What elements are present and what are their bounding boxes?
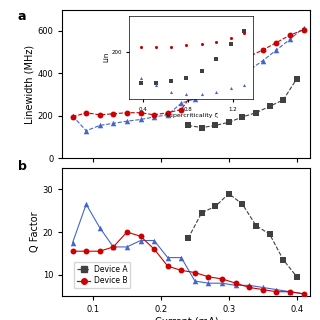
Point [186,123,191,128]
Point [192,88,197,93]
Point [294,274,300,279]
Point [253,223,259,228]
Point [111,121,116,126]
Point [206,274,211,279]
Point [111,244,116,250]
Point [260,285,265,290]
Point [138,238,143,243]
Point [281,257,286,262]
Point [220,71,225,76]
Point [124,244,130,250]
Point [84,110,89,115]
Point [287,33,292,38]
Point [301,25,306,30]
Point [179,107,184,112]
Point [220,281,225,286]
Point [179,100,184,106]
Point [213,204,218,209]
Y-axis label: Linewidth (MHz): Linewidth (MHz) [25,44,35,124]
Point [206,281,211,286]
Y-axis label: Q Factor: Q Factor [30,212,40,252]
Point [124,229,130,235]
Point [192,96,197,101]
Point [260,47,265,52]
Point [70,113,75,118]
Point [287,289,292,294]
Legend: Device A, Device B: Device A, Device B [74,262,130,288]
Point [267,104,272,109]
Point [70,240,75,245]
Point [240,114,245,119]
Point [111,244,116,250]
Point [138,117,143,122]
Point [111,111,116,116]
Text: a: a [18,10,26,23]
Point [152,114,157,119]
Point [260,287,265,292]
Point [152,246,157,252]
Point [226,120,231,125]
Point [233,62,238,68]
Point [138,110,143,115]
Point [97,225,102,230]
Point [97,249,102,254]
Point [274,47,279,52]
Point [84,128,89,133]
Point [192,270,197,275]
Point [152,112,157,117]
Point [213,123,218,128]
Point [220,79,225,84]
Point [97,123,102,128]
Point [247,285,252,290]
Point [226,191,231,196]
Point [233,283,238,288]
Point [233,281,238,286]
Point [287,37,292,42]
Point [247,68,252,73]
Point [274,287,279,292]
Point [186,236,191,241]
Point [206,79,211,84]
X-axis label: Current (mA): Current (mA) [155,317,218,320]
Point [253,110,259,115]
Point [301,27,306,32]
Point [152,238,157,243]
Point [192,278,197,284]
Point [179,255,184,260]
Point [233,73,238,78]
Point [165,110,170,115]
Point [84,249,89,254]
Point [287,289,292,294]
Point [84,202,89,207]
Point [124,119,130,124]
Point [240,202,245,207]
Point [199,125,204,130]
Point [274,289,279,294]
Point [138,234,143,239]
Point [165,112,170,117]
Point [70,249,75,254]
Text: b: b [18,160,27,173]
Point [220,276,225,282]
Point [267,232,272,237]
Point [274,40,279,45]
Point [124,110,130,115]
Point [247,283,252,288]
Point [165,264,170,269]
Point [294,76,300,81]
Point [206,91,211,96]
Point [301,291,306,296]
Point [199,210,204,215]
Point [301,291,306,296]
Point [97,112,102,117]
Point [70,114,75,119]
Point [281,97,286,102]
Point [165,255,170,260]
Point [247,54,252,59]
Point [260,58,265,63]
Point [179,268,184,273]
